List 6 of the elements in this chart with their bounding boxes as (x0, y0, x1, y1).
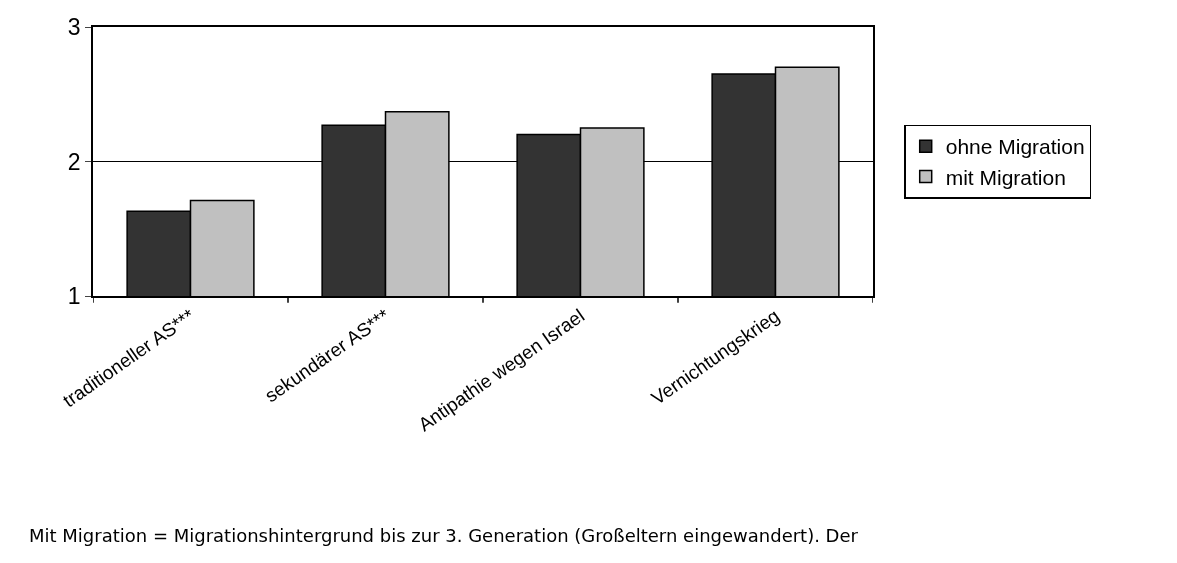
legend-label: ohne Migration (945, 135, 1085, 159)
text: Mit Migration = Migrationshintergrund bis zur 3. Generation (Großeltern eingewandert). Der (29, 525, 859, 546)
legend-label: mit Migration (945, 165, 1066, 189)
y-tick-label: 3 (67, 14, 81, 41)
y-tick-label: 2 (67, 148, 81, 175)
y-tick-label: 1 (67, 283, 81, 310)
